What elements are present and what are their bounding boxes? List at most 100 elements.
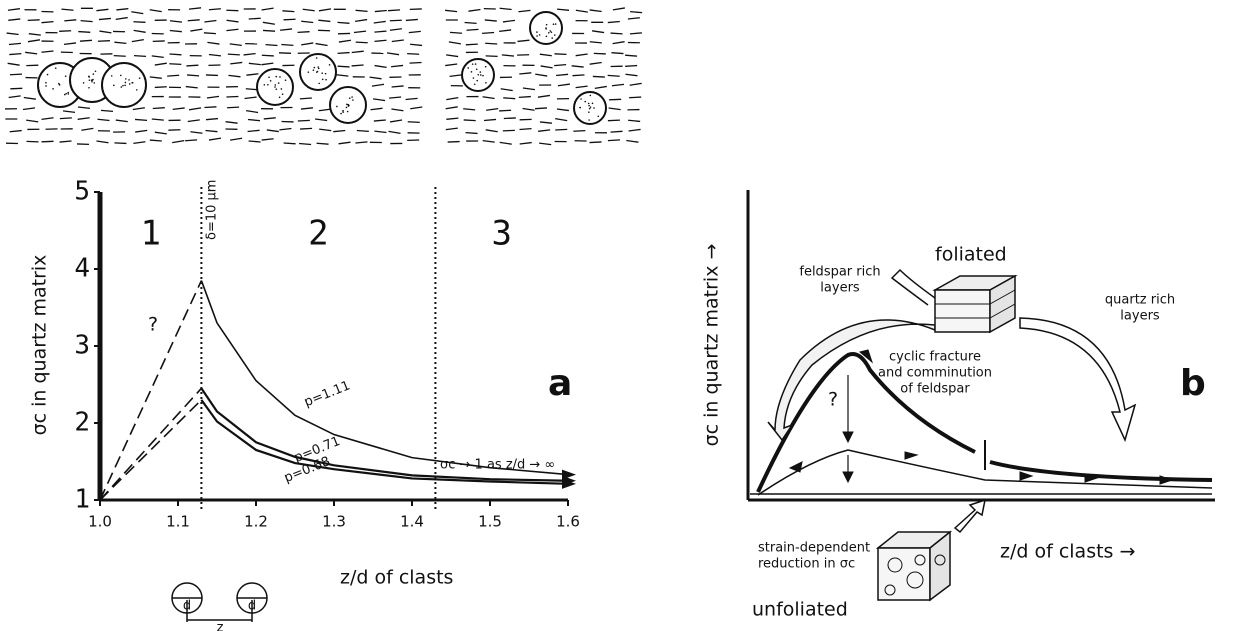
foliation-dash (188, 120, 200, 122)
foliation-dash (9, 43, 21, 44)
clast-dot (336, 106, 338, 108)
foliation-dash (319, 9, 331, 11)
foliation-dash (155, 63, 167, 65)
foliation-dash (356, 42, 368, 43)
foliation-dash (466, 133, 478, 134)
clast-dot (588, 105, 590, 107)
figure: σc in quartz matrix z/d of clasts a σc →… (0, 0, 1235, 631)
foliation-dash (298, 32, 310, 33)
clast-dot (551, 37, 553, 39)
clast-dot (589, 108, 591, 110)
foliation-dash (24, 98, 36, 100)
foliation-dash (356, 10, 368, 11)
foliation-dash (611, 131, 623, 132)
clast-dot (351, 96, 353, 98)
foliation-dash (517, 40, 529, 41)
cyclic-label: and comminution (878, 366, 992, 381)
clast-dot (317, 66, 319, 68)
clast-dot (580, 98, 582, 100)
x-tick-label: 1.0 (88, 513, 112, 531)
foliation-dash (116, 120, 128, 122)
clast-dot (476, 68, 478, 70)
foliation-dash (354, 31, 366, 32)
foliation-dash (298, 120, 310, 121)
foliation-dash (388, 10, 400, 11)
x-tick-label: 1.5 (478, 513, 502, 531)
clast-dot (477, 74, 479, 76)
foliation-dash (173, 108, 185, 109)
foliation-dash (592, 31, 604, 33)
foliation-dash (609, 108, 621, 110)
foliation-dash (319, 109, 331, 111)
foliation-dash (608, 140, 620, 141)
foliation-dash (25, 52, 37, 54)
foliation-dash (246, 111, 258, 113)
clast-dot (472, 63, 474, 65)
foliation-dash (282, 11, 294, 12)
foliation-dash (170, 31, 182, 32)
foliation-dash (190, 132, 202, 133)
foliation-dash (64, 20, 76, 21)
foliation-dash (23, 108, 35, 110)
foliation-dash (135, 119, 147, 120)
foliation-dash (99, 31, 111, 33)
foliation-dash (281, 44, 293, 45)
foliation-dash (390, 29, 402, 31)
foliation-dash (593, 76, 605, 77)
foliation-dash (449, 42, 461, 44)
clast-dot (536, 31, 538, 33)
foliation-dash (406, 98, 418, 99)
foliation-dash (625, 66, 637, 67)
foliation-dash (301, 21, 313, 22)
d-label: d (248, 599, 256, 614)
foliation-dash (189, 108, 201, 110)
foliation-dash (503, 98, 515, 99)
foliation-dash (446, 98, 458, 100)
foliation-dash (590, 62, 602, 64)
foliation-dash (10, 131, 22, 132)
foliation-dash (450, 75, 462, 76)
foliation-dash (519, 73, 531, 74)
foliation-dash (486, 130, 498, 132)
foliation-dash (319, 129, 331, 131)
foliation-dash (246, 89, 258, 90)
foliation-dash (150, 140, 162, 141)
foliation-dash (558, 84, 570, 86)
foliation-dash (262, 139, 274, 140)
clast-dot (65, 75, 67, 77)
foliation-dash (520, 143, 532, 144)
foliation-dash (628, 18, 640, 19)
foliation-dash (389, 131, 401, 133)
foliation-dash (318, 20, 330, 21)
foliation-dash (64, 43, 76, 44)
x-tick-label: 1.4 (400, 513, 424, 531)
foliation-dash (557, 109, 569, 111)
foliation-dash (133, 108, 145, 110)
foliation-dash (228, 75, 240, 76)
foliation-dash (78, 32, 90, 33)
foliation-dash (207, 42, 219, 44)
clast-dot (55, 67, 57, 69)
foliation-dash (300, 98, 312, 99)
clast-dot (553, 23, 555, 25)
clast-dot (579, 107, 581, 109)
foliation-dash (608, 22, 620, 23)
clast-dot (120, 86, 122, 88)
foliation-dash (132, 40, 144, 42)
limit-note: σc → 1 as z/d → ∞ (440, 458, 555, 473)
foliation-dash (116, 9, 128, 10)
foliation-dash (264, 118, 276, 119)
foliation-dash (27, 141, 39, 142)
foliation-dash (333, 131, 345, 132)
clast-dot (47, 74, 49, 76)
clast-dot (274, 86, 276, 88)
foliation-dash (410, 107, 422, 109)
y-axis-label: σc in quartz matrix → (701, 244, 723, 447)
foliation-dash (468, 9, 480, 11)
foliation-dash (352, 51, 364, 52)
y-tick-label: 1 (74, 485, 90, 515)
question-mark: ? (148, 314, 158, 336)
cyclic-label: of feldspar (900, 382, 970, 397)
clast-dot (321, 72, 323, 74)
foliation-dash (280, 29, 292, 30)
